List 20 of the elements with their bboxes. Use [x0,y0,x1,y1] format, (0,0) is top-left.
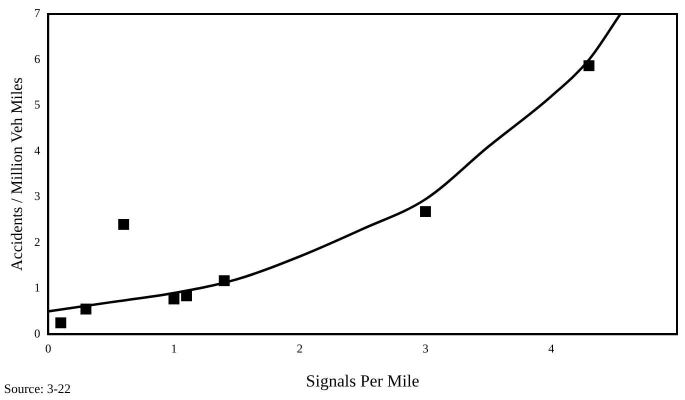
x-tick-label: 3 [422,342,428,356]
x-tick-label: 0 [45,342,52,356]
point [55,317,66,328]
x-tick-label: 1 [170,342,177,356]
y-tick-label: 7 [34,6,40,20]
y-tick-label: 6 [34,52,40,66]
y-axis-title: Accidents / Million Veh Miles [8,77,26,271]
y-tick-label: 4 [34,143,40,158]
point [118,218,130,230]
source-note: Source: 3-22 [4,380,71,396]
y-tick-label: 0 [34,326,40,340]
y-tick-label: 3 [34,189,40,204]
x-tick-label: 2 [296,342,303,356]
x-axis-title: Signals Per Mile [306,371,420,390]
y-tick-label: 5 [34,98,40,112]
point [420,206,431,218]
y-tick-label: 1 [34,280,40,295]
y-tick-label: 2 [34,234,40,249]
point [168,294,180,304]
x-tick-label: 4 [548,342,554,356]
